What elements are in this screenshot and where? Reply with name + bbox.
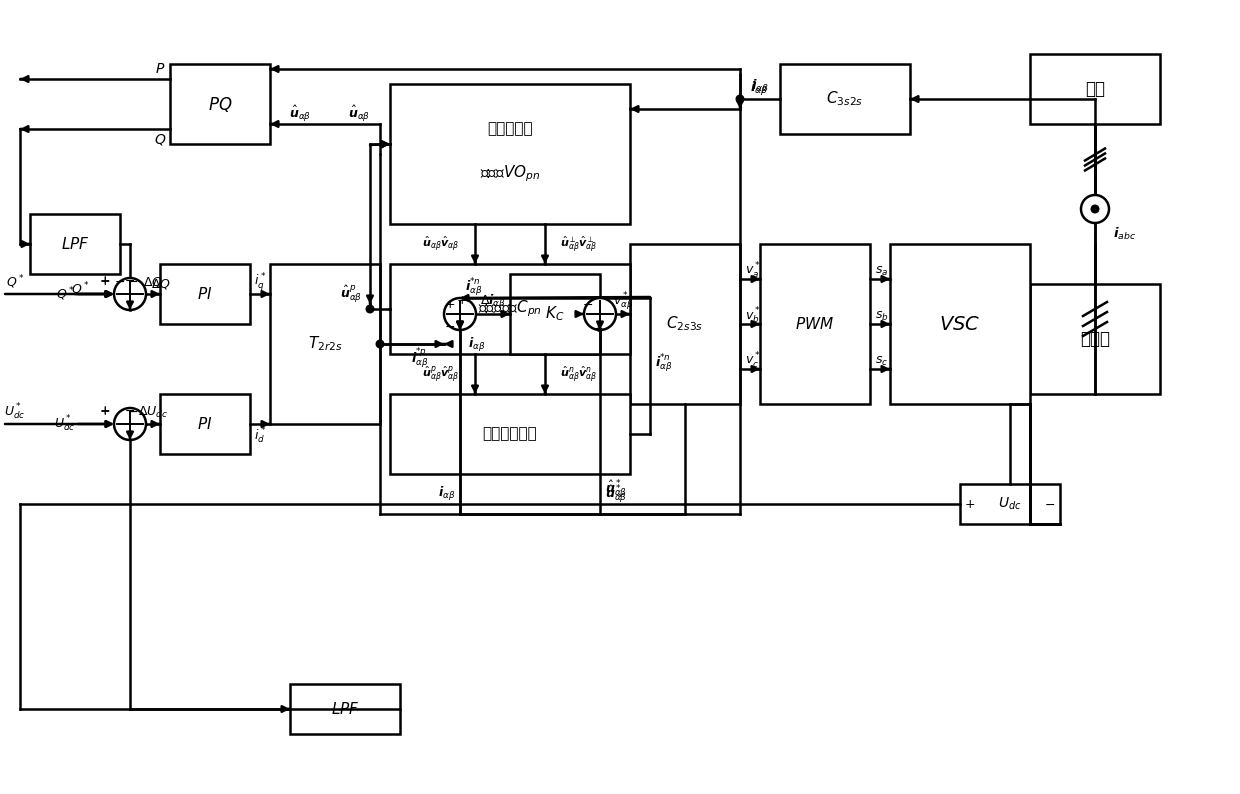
Bar: [780, 64, 910, 134]
Text: $Q^*$: $Q^*$: [6, 273, 25, 291]
Bar: [391, 394, 630, 474]
Text: 不对称电压: 不对称电压: [487, 121, 533, 137]
Text: $-$: $-$: [114, 275, 125, 287]
Circle shape: [1081, 195, 1109, 223]
Text: $\Delta Q$: $\Delta Q$: [143, 275, 162, 289]
Circle shape: [376, 340, 384, 348]
Text: $K_C$: $K_C$: [546, 305, 564, 323]
Text: $+$: $+$: [99, 403, 110, 417]
Text: $\boldsymbol{i}_{\alpha\beta}$: $\boldsymbol{i}_{\alpha\beta}$: [438, 485, 455, 503]
Text: $T_{2r2s}$: $T_{2r2s}$: [308, 334, 342, 353]
Text: $-$: $-$: [124, 403, 135, 417]
Text: $\hat{\boldsymbol{u}}_{\alpha\beta}\hat{\boldsymbol{v}}_{\alpha\beta}$: $\hat{\boldsymbol{u}}_{\alpha\beta}\hat{…: [423, 234, 460, 253]
Bar: [1030, 54, 1159, 124]
Text: $-$: $-$: [583, 298, 594, 310]
Circle shape: [114, 278, 146, 310]
Text: $U_{dc}^*$: $U_{dc}^*$: [4, 402, 26, 422]
Text: $v_b^*$: $v_b^*$: [745, 306, 761, 326]
Text: 负序补偿算法: 负序补偿算法: [482, 426, 537, 441]
Text: $+$: $+$: [99, 275, 110, 287]
Bar: [270, 264, 379, 424]
Bar: [760, 244, 870, 404]
Text: $P$: $P$: [155, 62, 165, 76]
Circle shape: [1091, 205, 1099, 213]
Bar: [30, 214, 120, 274]
Text: $s_b$: $s_b$: [875, 310, 889, 322]
Text: $+$: $+$: [593, 322, 604, 334]
Text: $\hat{\boldsymbol{u}}_{\alpha\beta}$: $\hat{\boldsymbol{u}}_{\alpha\beta}$: [289, 104, 311, 124]
Bar: [160, 264, 250, 324]
Text: $\Delta U_{dc}$: $\Delta U_{dc}$: [138, 404, 167, 419]
Text: $+$: $+$: [99, 273, 110, 287]
Text: $C_{3s2s}$: $C_{3s2s}$: [826, 90, 863, 108]
Bar: [391, 84, 630, 224]
Text: 观测器$VO_{pn}$: 观测器$VO_{pn}$: [480, 164, 541, 184]
Text: $\boldsymbol{i}_{\alpha\beta}^{*n}$: $\boldsymbol{i}_{\alpha\beta}^{*n}$: [655, 353, 672, 375]
Bar: [290, 684, 401, 734]
Text: $v_{\alpha\beta}^*$: $v_{\alpha\beta}^*$: [613, 291, 634, 313]
Text: $\boldsymbol{i}_{\alpha\beta}^{*p}$: $\boldsymbol{i}_{\alpha\beta}^{*p}$: [412, 347, 429, 371]
Text: $\boldsymbol{i}_{\alpha\beta}^{*n}$: $\boldsymbol{i}_{\alpha\beta}^{*n}$: [465, 277, 482, 299]
Text: $s_c$: $s_c$: [875, 354, 888, 368]
Text: $VSC$: $VSC$: [940, 314, 981, 333]
Text: $\boldsymbol{i}_{abc}$: $\boldsymbol{i}_{abc}$: [1114, 226, 1136, 242]
Text: $\hat{\boldsymbol{u}}_{\alpha\beta}^*$: $\hat{\boldsymbol{u}}_{\alpha\beta}^*$: [605, 478, 627, 499]
Text: $\hat{\boldsymbol{u}}_{\alpha\beta}^*$: $\hat{\boldsymbol{u}}_{\alpha\beta}^*$: [605, 484, 627, 505]
Text: $\boldsymbol{i}_{\alpha\beta}$: $\boldsymbol{i}_{\alpha\beta}$: [750, 78, 769, 96]
Text: $PWM$: $PWM$: [796, 316, 835, 332]
Bar: [170, 64, 270, 144]
Circle shape: [584, 298, 616, 330]
Text: $-$: $-$: [128, 404, 139, 418]
Text: $-$: $-$: [124, 273, 135, 287]
Text: $\hat{\boldsymbol{u}}_{\alpha\beta}^{\perp}\hat{\boldsymbol{v}}_{\alpha\beta}^{\: $\hat{\boldsymbol{u}}_{\alpha\beta}^{\pe…: [560, 234, 598, 254]
Text: $LPF$: $LPF$: [61, 236, 89, 252]
Bar: [510, 274, 600, 354]
Text: $\boldsymbol{i}_{\alpha\beta}$: $\boldsymbol{i}_{\alpha\beta}$: [467, 336, 486, 354]
Text: $\hat{\boldsymbol{u}}_{\alpha\beta}^p\hat{\boldsymbol{v}}_{\alpha\beta}^p$: $\hat{\boldsymbol{u}}_{\alpha\beta}^p\ha…: [423, 364, 460, 384]
Bar: [160, 394, 250, 454]
Circle shape: [737, 95, 744, 102]
Bar: [1030, 284, 1159, 394]
Bar: [890, 244, 1030, 404]
Bar: [960, 484, 1060, 524]
Text: 正负序分离$C_{pn}$: 正负序分离$C_{pn}$: [479, 299, 542, 319]
Text: $i_q^*$: $i_q^*$: [254, 271, 267, 293]
Circle shape: [366, 305, 373, 313]
Text: $+$: $+$: [99, 404, 110, 418]
Text: $-$: $-$: [444, 319, 455, 333]
Text: $v_a^*$: $v_a^*$: [745, 261, 761, 281]
Text: 电网: 电网: [1085, 80, 1105, 98]
Circle shape: [114, 408, 146, 440]
Text: $+$: $+$: [965, 498, 976, 511]
Text: $\Delta Q$: $\Delta Q$: [151, 277, 171, 291]
Text: $\hat{\boldsymbol{u}}_{\alpha\beta}^n\hat{\boldsymbol{v}}_{\alpha\beta}^n$: $\hat{\boldsymbol{u}}_{\alpha\beta}^n\ha…: [560, 364, 598, 384]
Circle shape: [444, 298, 476, 330]
Text: $Q^*$: $Q^*$: [72, 280, 91, 298]
Text: $\boldsymbol{i}_{\alpha\beta}$: $\boldsymbol{i}_{\alpha\beta}$: [750, 80, 769, 98]
Text: $+$: $+$: [444, 298, 455, 310]
Text: $i_d^*$: $i_d^*$: [254, 426, 267, 446]
Text: $PI$: $PI$: [197, 416, 212, 432]
Bar: [391, 264, 630, 354]
Text: $v_c^*$: $v_c^*$: [745, 351, 761, 371]
Text: $\hat{\boldsymbol{u}}_{\alpha\beta}^p$: $\hat{\boldsymbol{u}}_{\alpha\beta}^p$: [340, 283, 362, 305]
Bar: [630, 244, 740, 404]
Text: $-$: $-$: [128, 275, 139, 287]
Text: $-$: $-$: [128, 404, 139, 418]
Text: $C_{2s3s}$: $C_{2s3s}$: [666, 314, 703, 333]
Text: $Q$: $Q$: [154, 132, 166, 147]
Text: $+$: $+$: [456, 294, 467, 306]
Text: 滤波器: 滤波器: [1080, 330, 1110, 348]
Text: $s_a$: $s_a$: [875, 264, 888, 278]
Text: $-$: $-$: [1044, 498, 1055, 511]
Text: $Q^*$: $Q^*$: [56, 285, 74, 303]
Text: $PI$: $PI$: [197, 286, 212, 302]
Text: $U_{dc}^*$: $U_{dc}^*$: [55, 414, 76, 434]
Text: $\hat{\boldsymbol{u}}_{\alpha\beta}$: $\hat{\boldsymbol{u}}_{\alpha\beta}$: [348, 104, 370, 124]
Text: $\Delta\boldsymbol{i}_{\alpha\beta}$: $\Delta\boldsymbol{i}_{\alpha\beta}$: [480, 293, 506, 311]
Text: $LPF$: $LPF$: [331, 701, 360, 717]
Text: $U_{dc}$: $U_{dc}$: [998, 495, 1022, 512]
Text: $PQ$: $PQ$: [208, 94, 232, 114]
